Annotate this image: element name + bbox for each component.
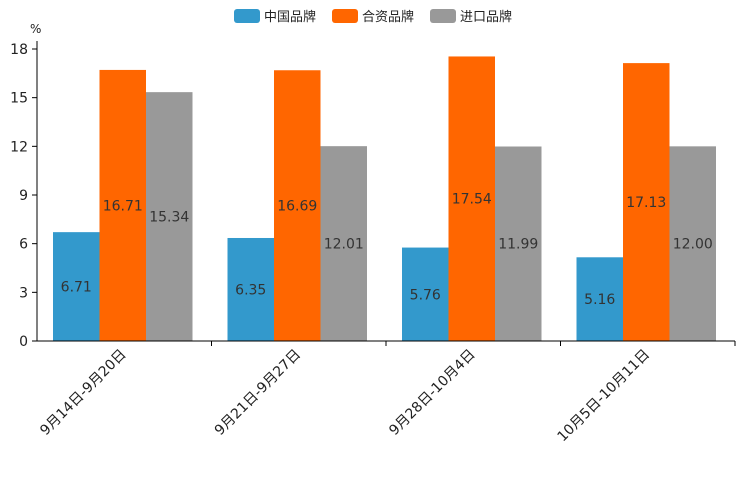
data-label: 16.69: [277, 199, 317, 215]
y-tick-label: 18: [10, 42, 28, 58]
y-tick-label: 15: [10, 91, 28, 107]
bar: [576, 257, 623, 341]
legend-label: 进口品牌: [460, 9, 512, 25]
data-label: 16.71: [103, 198, 143, 214]
bar: [402, 247, 449, 341]
bar: [495, 146, 542, 341]
y-axis: 0 3 6 9 12 15 18: [10, 41, 38, 350]
data-label: 11.99: [498, 237, 538, 253]
bar: [53, 232, 100, 341]
y-tick-label: 0: [19, 334, 28, 350]
data-label: 6.71: [61, 280, 92, 296]
y-axis-unit-label: %: [30, 22, 41, 36]
data-label: 12.00: [673, 237, 713, 253]
y-tick-label: 12: [10, 139, 28, 155]
bar: [669, 146, 716, 341]
legend-swatch: [332, 9, 358, 23]
data-labels: 6.71 16.71 15.34 6.35 16.69 12.01 5.76 17.54 11.…: [61, 192, 713, 308]
bars: [53, 56, 716, 342]
bar: [320, 146, 367, 341]
legend-label: 中国品牌: [264, 9, 316, 25]
x-axis: 9月14日-9月20日 9月21日-9月27日 9月28日-10月4日 10月5日-1…: [37, 340, 736, 446]
bar: [99, 69, 146, 341]
data-label: 17.13: [626, 195, 666, 211]
y-tick-label: 6: [19, 237, 28, 253]
data-label: 6.35: [235, 282, 266, 298]
bar: [623, 63, 670, 341]
bar: [448, 56, 495, 342]
x-category-label: 9月21日-9月27日: [212, 347, 304, 439]
data-label: 5.76: [410, 287, 441, 303]
y-tick-label: 9: [19, 188, 28, 204]
x-category-label: 9月14日-9月20日: [37, 347, 129, 439]
bar: [146, 92, 193, 341]
bar: [274, 70, 321, 342]
data-label: 17.54: [452, 192, 492, 208]
y-tick-label: 3: [19, 285, 28, 301]
legend-label: 合资品牌: [362, 9, 414, 25]
x-category-label: 9月28日-10月4日: [386, 347, 478, 439]
data-label: 5.16: [584, 292, 615, 308]
data-label: 12.01: [324, 237, 364, 253]
legend-swatch: [430, 9, 456, 23]
data-label: 15.34: [149, 210, 189, 226]
legend-swatch: [234, 9, 260, 23]
legend: 中国品牌 合资品牌 进口品牌: [234, 9, 512, 25]
bar: [227, 237, 274, 341]
x-category-label: 10月5日-10月11日: [555, 347, 654, 446]
